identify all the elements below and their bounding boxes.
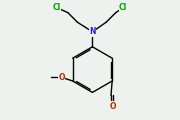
Text: N: N bbox=[89, 27, 96, 36]
Text: Cl: Cl bbox=[119, 3, 127, 12]
Text: O: O bbox=[110, 102, 116, 111]
Text: O: O bbox=[58, 73, 65, 82]
Text: Cl: Cl bbox=[53, 3, 61, 12]
